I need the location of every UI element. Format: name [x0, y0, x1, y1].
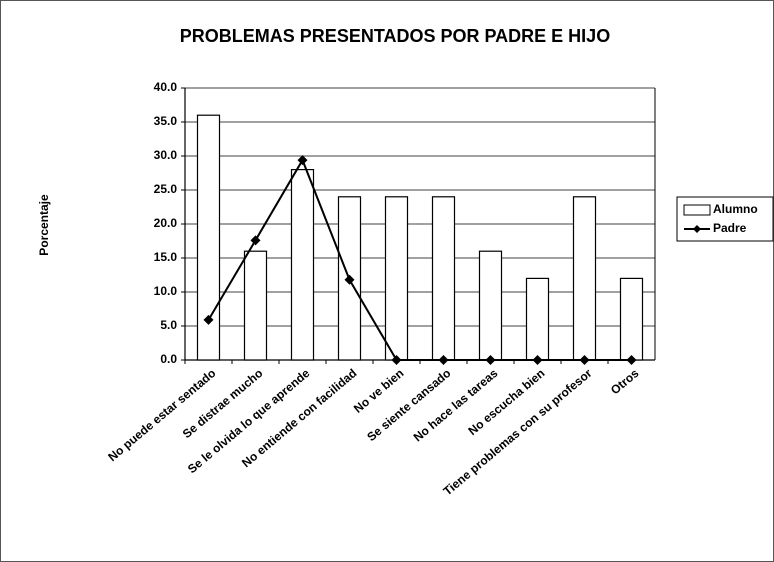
bar	[431, 196, 456, 361]
y-tick-label: 35.0	[154, 114, 178, 128]
y-tick-label: 5.0	[160, 318, 177, 332]
marker	[297, 155, 308, 166]
bar	[478, 250, 503, 361]
legend-marker	[693, 225, 701, 233]
bar	[196, 114, 221, 361]
chart-title: PROBLEMAS PRESENTADOS POR PADRE E HIJO	[180, 26, 610, 46]
marker	[579, 355, 590, 365]
marker	[250, 235, 261, 246]
bar	[384, 196, 409, 361]
legend-box	[676, 196, 774, 242]
marker	[391, 355, 402, 365]
bar	[619, 277, 644, 361]
marker	[344, 274, 355, 285]
y-tick-label: 10.0	[154, 284, 178, 298]
y-axis-label: Porcentaje	[37, 194, 51, 256]
marker	[626, 355, 637, 365]
bar	[572, 196, 597, 361]
line	[207, 157, 632, 361]
y-tick-label: 0.0	[160, 352, 177, 366]
y-tick-label: 30.0	[154, 148, 178, 162]
y-tick-label: 20.0	[154, 216, 178, 230]
bar	[243, 250, 268, 361]
marker	[203, 314, 214, 325]
bar	[290, 169, 315, 361]
marker	[438, 355, 449, 365]
y-tick-label: 40.0	[154, 80, 178, 94]
legend-label: Alumno	[713, 202, 758, 216]
y-tick-label: 15.0	[154, 250, 178, 264]
y-tick-label: 25.0	[154, 182, 178, 196]
legend-swatch	[683, 204, 711, 216]
marker	[485, 355, 496, 365]
bar	[525, 277, 550, 361]
marker	[532, 355, 543, 365]
legend-label: Padre	[713, 221, 747, 235]
